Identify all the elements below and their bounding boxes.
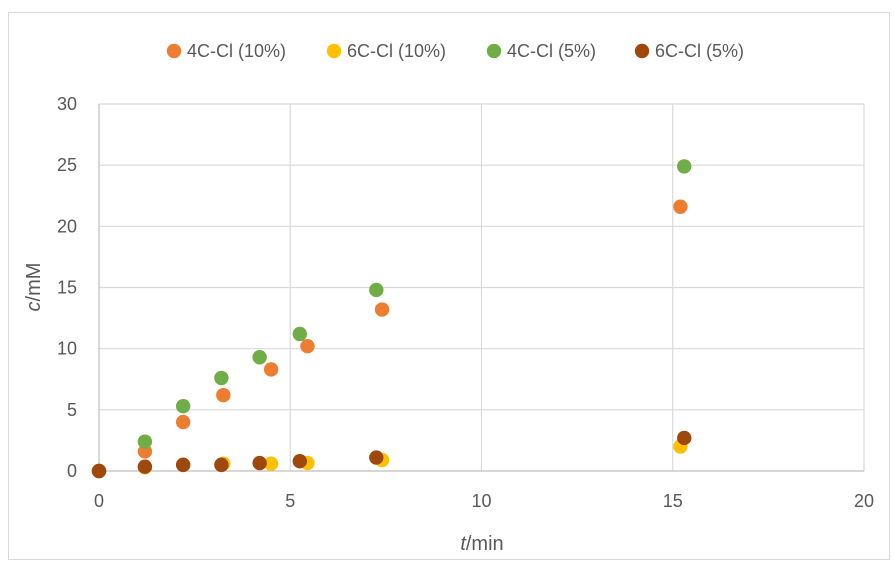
legend-marker [634, 43, 650, 59]
point-series-1 [263, 362, 279, 377]
point-series-1 [175, 414, 191, 430]
point-series-2 [263, 456, 279, 471]
point-series-4 [175, 457, 191, 473]
legend-label: 6C-Cl (5%) [655, 41, 744, 61]
y-tick-label: 30 [57, 94, 77, 114]
tick-labels: 0 5 10 15 20 25 30 0 5 10 15 20 [57, 94, 874, 511]
y-tick-label: 0 [67, 461, 77, 481]
y-axis-title: c/mM [23, 263, 45, 312]
point-series-4 [369, 450, 384, 465]
point-series-3 [677, 159, 692, 174]
legend-label: 6C-Cl (10%) [347, 41, 446, 61]
y-tick-label: 5 [67, 400, 77, 420]
point-series-4 [214, 457, 229, 473]
point-series-1 [673, 199, 688, 214]
point-series-1 [216, 387, 231, 403]
point-series-3 [252, 350, 267, 365]
point-series-3 [292, 326, 308, 342]
data-points [91, 159, 692, 479]
gridlines [99, 103, 865, 471]
point-series-1 [300, 339, 315, 354]
x-tick-label: 20 [854, 491, 874, 511]
point-series-4 [252, 455, 267, 471]
legend-marker [486, 43, 502, 59]
legend: 4C-Cl (10%) 6C-Cl (10%) 4C-Cl (5%) 6C-Cl (5… [166, 41, 744, 61]
point-series-4 [292, 454, 308, 469]
x-axis-title: t/min [460, 533, 503, 555]
y-tick-label: 10 [57, 339, 77, 359]
point-series-3 [137, 434, 153, 449]
point-series-4 [137, 459, 153, 474]
point-series-3 [214, 370, 229, 386]
x-tick-label: 15 [663, 491, 683, 511]
legend-marker [326, 43, 342, 59]
point-series-1 [374, 302, 390, 317]
point-series-4 [677, 430, 692, 446]
y-tick-label: 25 [57, 155, 77, 175]
chart-frame [8, 12, 890, 560]
x-tick-label: 10 [471, 491, 491, 511]
y-tick-label: 20 [57, 216, 77, 236]
x-tick-label: 5 [285, 491, 295, 511]
axes [98, 104, 864, 472]
point-series-3 [369, 282, 384, 298]
legend-marker [166, 43, 182, 59]
y-tick-label: 15 [57, 278, 77, 298]
x-tick-label: 0 [94, 491, 104, 511]
legend-label: 4C-Cl (10%) [187, 41, 286, 61]
legend-label: 4C-Cl (5%) [507, 41, 596, 61]
point-series-3 [175, 398, 191, 414]
point-series-4 [91, 463, 107, 479]
